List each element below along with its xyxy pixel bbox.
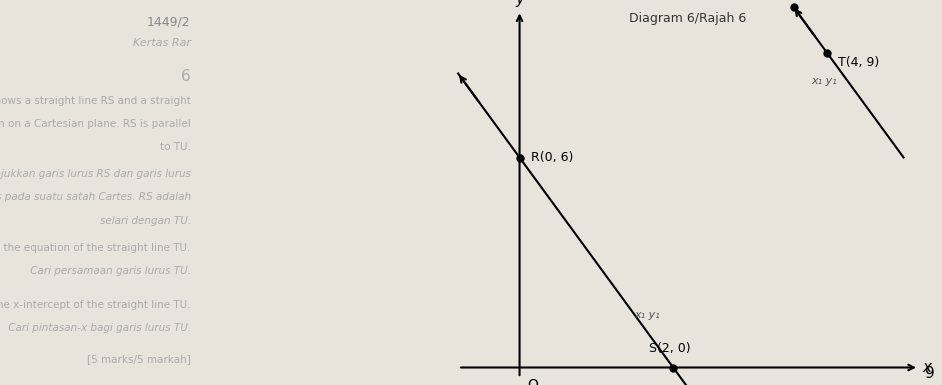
Text: 1449/2: 1449/2 — [147, 15, 190, 28]
Text: Cari pintasan-x bagi garis lurus TU.: Cari pintasan-x bagi garis lurus TU. — [0, 323, 190, 333]
Text: selari dengan TU.: selari dengan TU. — [100, 216, 190, 226]
Text: (b)  Find the x-intercept of the straight line TU.: (b) Find the x-intercept of the straight… — [0, 300, 190, 310]
Text: y: y — [515, 0, 524, 7]
Text: Diagram 6 shows a straight line RS and a straight: Diagram 6 shows a straight line RS and a… — [0, 96, 190, 106]
Text: x₁ y₁: x₁ y₁ — [635, 310, 660, 320]
Text: x: x — [923, 360, 932, 375]
Text: O: O — [528, 378, 538, 385]
Text: Rajah 6 menunjukkan garis lurus RS dan garis lurus: Rajah 6 menunjukkan garis lurus RS dan g… — [0, 169, 190, 179]
Text: R(0, 6): R(0, 6) — [531, 151, 574, 164]
Text: to TU.: to TU. — [160, 142, 190, 152]
Text: TU dilukis pada suatu satah Cartes. RS adalah: TU dilukis pada suatu satah Cartes. RS a… — [0, 192, 190, 203]
Text: Kertas Rar: Kertas Rar — [133, 38, 190, 49]
Text: x₁ y₁: x₁ y₁ — [811, 75, 837, 85]
Text: Diagram 6/Rajah 6: Diagram 6/Rajah 6 — [629, 12, 746, 25]
Text: S(2, 0): S(2, 0) — [648, 342, 690, 355]
Text: (a)  Find the equation of the straight line TU.: (a) Find the equation of the straight li… — [0, 243, 190, 253]
Text: Cari persamaan garis lurus TU.: Cari persamaan garis lurus TU. — [14, 266, 190, 276]
Text: 6: 6 — [181, 69, 190, 84]
Text: [5 marks/5 markah]: [5 marks/5 markah] — [87, 354, 190, 364]
Text: 9: 9 — [924, 367, 934, 382]
Text: line TU drawn on a Cartesian plane. RS is parallel: line TU drawn on a Cartesian plane. RS i… — [0, 119, 190, 129]
Text: T(4, 9): T(4, 9) — [838, 56, 880, 69]
